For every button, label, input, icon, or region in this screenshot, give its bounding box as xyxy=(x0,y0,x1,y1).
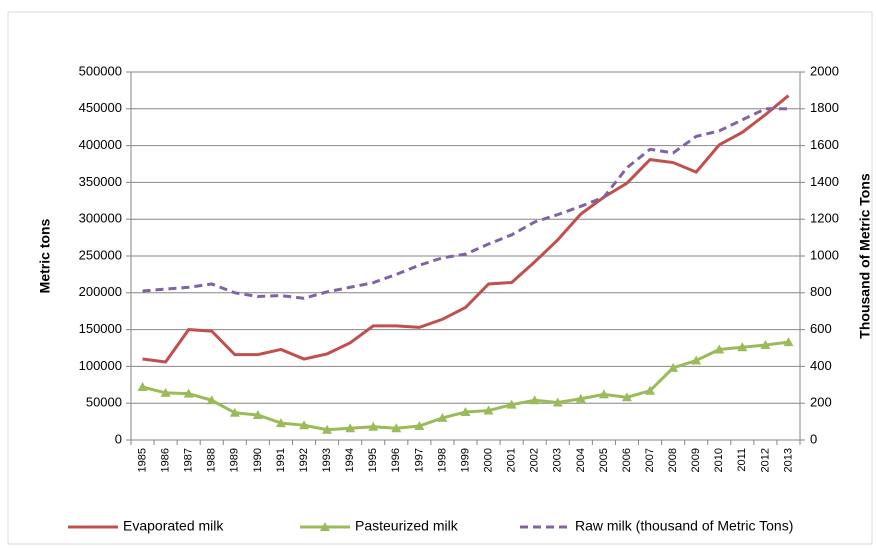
legend-label: Evaporated milk xyxy=(123,518,224,534)
y-tick-label: 450000 xyxy=(79,100,122,115)
point-marker xyxy=(252,409,263,419)
y-tick-label: 100000 xyxy=(79,358,122,373)
point-marker xyxy=(137,382,148,392)
y2-tick-label: 0 xyxy=(810,431,817,446)
x-tick-label: 1985 xyxy=(136,448,148,472)
y-tick-label: 0 xyxy=(115,431,122,446)
x-tick-label: 2007 xyxy=(644,448,656,472)
x-tick-label: 1988 xyxy=(206,448,218,472)
x-tick-label: 2012 xyxy=(759,448,771,472)
y2-tick-label: 1400 xyxy=(810,174,839,189)
x-tick-label: 2005 xyxy=(598,448,610,472)
y2-tick-label: 1200 xyxy=(810,211,839,226)
x-tick-label: 2013 xyxy=(782,448,794,472)
x-tick-label: 2003 xyxy=(552,448,564,472)
y-tick-label: 300000 xyxy=(79,211,122,226)
point-marker xyxy=(368,421,379,431)
point-marker xyxy=(322,424,333,434)
y2-tick-label: 800 xyxy=(810,284,832,299)
y-tick-label: 400000 xyxy=(79,137,122,152)
point-marker xyxy=(506,399,517,409)
y2-tick-label: 1600 xyxy=(810,137,839,152)
x-tick-label: 2002 xyxy=(529,448,541,472)
point-marker xyxy=(299,420,310,430)
point-marker xyxy=(345,423,356,433)
point-marker xyxy=(183,388,194,398)
point-marker xyxy=(621,392,632,402)
point-marker xyxy=(552,397,563,407)
y-tick-label: 350000 xyxy=(79,174,122,189)
x-tick-label: 1996 xyxy=(390,448,402,472)
point-marker xyxy=(460,407,471,417)
point-marker xyxy=(206,395,217,405)
point-marker xyxy=(760,340,771,350)
point-marker xyxy=(160,387,171,397)
point-marker xyxy=(783,337,794,347)
y-tick-label: 500000 xyxy=(79,63,122,78)
x-tick-label: 1990 xyxy=(252,448,264,472)
x-tick-label: 1998 xyxy=(436,448,448,472)
point-marker xyxy=(691,355,702,365)
y-tick-label: 250000 xyxy=(79,247,122,262)
legend-label: Pasteurized milk xyxy=(355,518,459,534)
legend-label: Raw milk (thousand of Metric Tons) xyxy=(575,518,793,534)
x-tick-label: 2004 xyxy=(575,448,587,472)
point-marker xyxy=(275,418,286,428)
y2-tick-label: 200 xyxy=(810,395,832,410)
point-marker xyxy=(575,393,586,403)
point-marker xyxy=(229,407,240,417)
series-line xyxy=(142,107,789,300)
y2-tick-label: 2000 xyxy=(810,63,839,78)
x-tick-label: 1994 xyxy=(344,448,356,472)
x-tick-label: 1999 xyxy=(459,448,471,472)
point-marker xyxy=(437,412,448,422)
point-marker xyxy=(483,405,494,415)
x-tick-label: 1992 xyxy=(298,448,310,472)
y2-tick-label: 400 xyxy=(810,358,832,373)
x-tick-label: 1995 xyxy=(367,448,379,472)
x-tick-label: 2008 xyxy=(667,448,679,472)
x-tick-label: 1993 xyxy=(321,448,333,472)
y2-axis-title: Thousand of Metric Tons xyxy=(857,173,873,339)
x-tick-label: 1986 xyxy=(160,448,172,472)
x-tick-label: 2006 xyxy=(621,448,633,472)
y-tick-label: 50000 xyxy=(86,395,122,410)
x-tick-label: 2001 xyxy=(506,448,518,472)
x-tick-label: 2010 xyxy=(713,448,725,472)
point-marker xyxy=(737,342,748,352)
x-tick-label: 2009 xyxy=(690,448,702,472)
point-marker xyxy=(668,362,679,372)
series-line xyxy=(142,94,790,364)
y-tick-label: 200000 xyxy=(79,284,122,299)
point-marker xyxy=(598,389,609,399)
legend-marker xyxy=(320,522,330,531)
x-tick-label: 1987 xyxy=(183,448,195,472)
x-tick-label: 1997 xyxy=(413,448,425,472)
point-marker xyxy=(391,423,402,433)
x-tick-label: 2011 xyxy=(736,448,748,472)
y2-tick-label: 1800 xyxy=(810,100,839,115)
point-marker xyxy=(645,385,656,395)
x-tick-label: 1989 xyxy=(229,448,241,472)
point-marker xyxy=(529,395,540,405)
x-tick-label: 1991 xyxy=(275,448,287,472)
y-tick-label: 150000 xyxy=(79,321,122,336)
chart-frame xyxy=(7,11,873,545)
point-marker xyxy=(414,421,425,431)
point-marker xyxy=(714,344,725,354)
y2-tick-label: 600 xyxy=(810,321,832,336)
x-tick-label: 2000 xyxy=(482,448,494,472)
y-axis-title: Metric tons xyxy=(37,218,53,293)
y2-tick-label: 1000 xyxy=(810,247,839,262)
